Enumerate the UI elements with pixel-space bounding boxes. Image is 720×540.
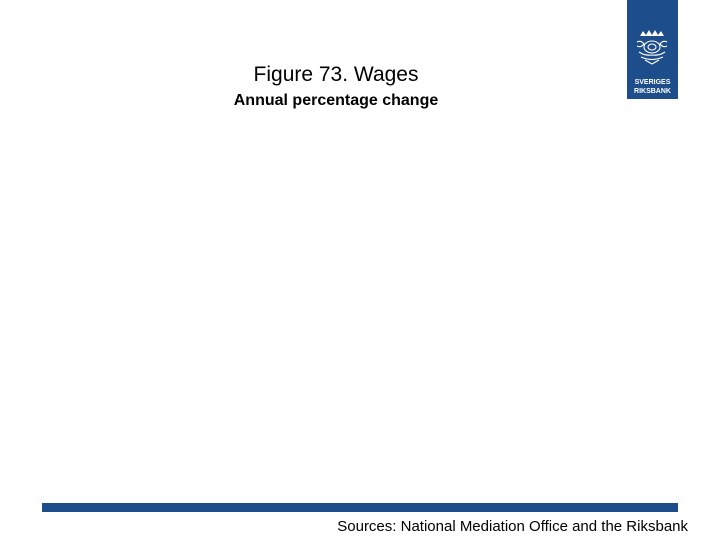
- riksbank-logo-icon: SVERIGES RIKSBANK: [627, 0, 678, 99]
- source-note: Sources: National Mediation Office and t…: [337, 518, 688, 535]
- slide-subtitle: Annual percentage change: [233, 92, 439, 109]
- footer-divider: [42, 503, 678, 512]
- slide-title: Figure 73. Wages: [253, 63, 419, 86]
- riksbank-emblem-icon: SVERIGES RIKSBANK: [634, 30, 671, 95]
- logo-text-line2: RIKSBANK: [634, 88, 671, 95]
- logo-text-line1: SVERIGES: [635, 79, 671, 86]
